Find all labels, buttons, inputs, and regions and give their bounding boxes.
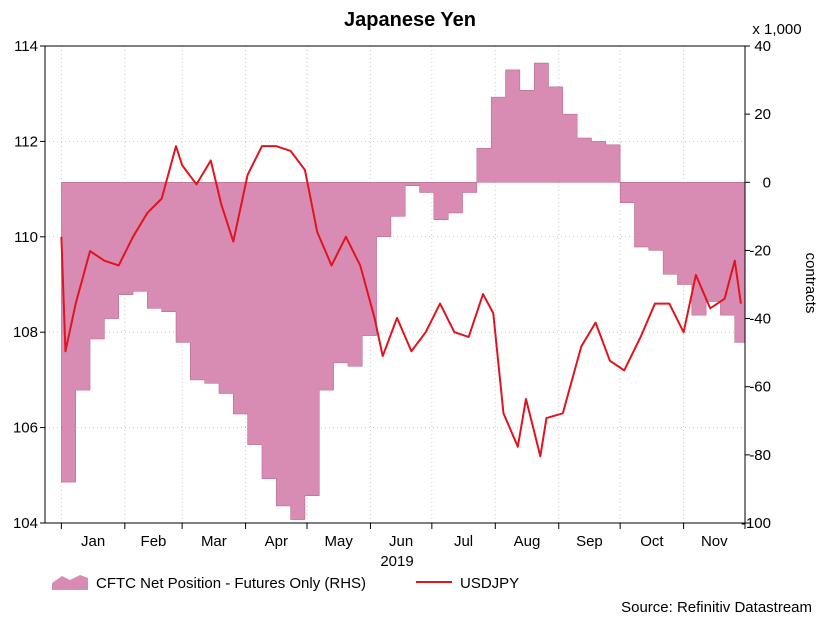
legend-cftc-label: CFTC Net Position - Futures Only (RHS) (96, 575, 366, 592)
y-right-tick-label: 0 (763, 174, 771, 191)
cftc-area-layer (61, 62, 746, 520)
y-left-tick-label: 112 (14, 133, 38, 150)
y-right-multiplier-label: x 1,000 (752, 21, 801, 38)
chart-title: Japanese Yen (344, 9, 476, 31)
x-tick-label: Aug (514, 533, 541, 550)
y-left-tick-label: 108 (13, 324, 38, 341)
x-year-label: 2019 (380, 553, 413, 570)
x-tick-label: Mar (201, 533, 227, 550)
y-right-tick-label: -20 (749, 242, 771, 259)
x-tick-label: May (325, 533, 354, 550)
legend: CFTC Net Position - Futures Only (RHS) U… (52, 575, 519, 592)
x-tick-label: Sep (576, 533, 603, 550)
x-tick-label: Oct (640, 533, 664, 550)
legend-usdjpy-label: USDJPY (460, 575, 519, 592)
x-tick-label: Jan (81, 533, 105, 550)
y-left-tick-label: 104 (13, 515, 38, 532)
x-tick-label: Jul (454, 533, 473, 550)
y-right-tick-label: -40 (749, 311, 771, 328)
y-left-tick-label: 110 (14, 229, 38, 246)
x-tick-label: Feb (141, 533, 167, 550)
plot-frame (44, 45, 746, 524)
legend-cftc-swatch (52, 575, 88, 590)
cftc-area (61, 62, 746, 520)
y-right-tick-label: -60 (749, 379, 771, 396)
y-right-tick-label: 40 (754, 38, 771, 55)
y-right-tick-label: 20 (754, 106, 771, 123)
x-tick-label: Jun (389, 533, 413, 550)
source-note: Source: Refinitiv Datastream (621, 599, 812, 616)
y-right-tick-label: -80 (749, 447, 771, 464)
y-right-axis-label: contracts (802, 253, 819, 314)
y-right-tick-label: -100 (741, 515, 771, 532)
usdjpy-line-layer (60, 145, 742, 458)
y-left-axis: 104 106 108 110 112 114 (13, 38, 45, 532)
x-tick-label: Apr (265, 533, 288, 550)
x-axis: Jan Feb Mar Apr May Jun Jul Aug Sep Oct Nov (60, 523, 746, 550)
x-tick-label: Nov (701, 533, 728, 550)
y-right-axis: -100 -80 -60 -40 -20 0 20 40 (741, 38, 771, 532)
y-left-tick-label: 114 (14, 38, 38, 55)
y-left-tick-label: 106 (13, 420, 38, 437)
